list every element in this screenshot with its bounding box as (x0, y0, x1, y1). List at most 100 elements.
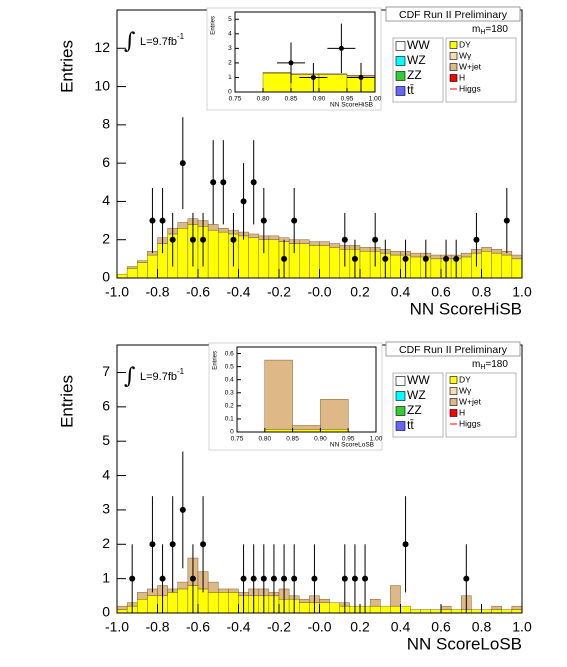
y-tick-label: 12 (94, 39, 110, 55)
y-tick-label: 0.2 (225, 403, 234, 410)
y-tick-label: 4 (102, 192, 110, 208)
histogram-bar (320, 399, 349, 430)
data-point (463, 575, 470, 582)
histogram-bar (299, 599, 310, 603)
title-box (385, 6, 521, 22)
histogram-bar (410, 609, 421, 614)
luminosity-label: L=9.7fb-1 (140, 32, 185, 48)
y-tick-label: 3 (102, 501, 110, 517)
histogram-bar (299, 239, 310, 244)
legend-swatch (449, 41, 458, 49)
x-tick-label: 0.95 (342, 436, 355, 443)
x-tick-label: 0.8 (472, 283, 492, 299)
x-tick-label: 0.85 (285, 96, 298, 103)
histogram-bar (501, 254, 513, 279)
y-tick-label: 4 (228, 31, 232, 38)
data-point (341, 575, 348, 582)
histogram-bar (430, 254, 442, 260)
histogram-bar (461, 256, 472, 279)
histogram-bar (491, 605, 502, 610)
data-point (270, 575, 277, 582)
histogram-bar (329, 602, 340, 614)
histogram-bar (268, 239, 280, 279)
histogram-bar (137, 599, 148, 614)
data-point (402, 541, 409, 548)
histogram-bar (511, 254, 523, 260)
histogram-bar (116, 605, 128, 610)
data-point (382, 255, 389, 262)
x-tick-label: 1.00 (370, 436, 383, 443)
legend-label: tt̄ (407, 83, 414, 97)
x-tick-label: 0.80 (257, 96, 270, 103)
histogram-bar (319, 599, 330, 603)
data-point (179, 506, 186, 513)
data-point (341, 236, 348, 243)
legend-swatch (449, 74, 458, 82)
x-tick-label: -1.0 (105, 618, 129, 634)
x-tick-label: -0.4 (226, 283, 250, 299)
data-point (200, 541, 207, 548)
x-tick-label: 0.75 (231, 436, 244, 443)
luminosity-sup: -1 (177, 32, 185, 41)
histogram-bar (410, 252, 421, 258)
y-tick-label: 2 (102, 230, 110, 246)
data-point (189, 236, 196, 243)
x-tick-label: 0.6 (431, 618, 451, 634)
legend-swatch (395, 56, 406, 66)
data-point (179, 160, 186, 167)
x-tick-label: -0.6 (186, 283, 210, 299)
mass-prefix: m (472, 24, 480, 35)
histogram-bar (329, 243, 340, 248)
legend-label: WZ (407, 53, 426, 67)
y-tick-label: 6 (102, 154, 110, 170)
histogram-bar (440, 609, 452, 614)
y-tick-label: 0.6 (225, 350, 234, 357)
x-tick-label: 0.6 (431, 283, 451, 299)
legend-label: DY (459, 39, 471, 49)
data-point (240, 198, 247, 205)
x-tick-label: 0.75 (229, 96, 242, 103)
x-tick-label: -0.8 (145, 283, 169, 299)
data-point (210, 179, 217, 186)
legend-label: Higgs (459, 83, 481, 93)
histogram-bar (177, 581, 189, 590)
histogram-bar (137, 260, 148, 263)
y-tick-label: 0.4 (225, 376, 234, 383)
histogram-bar (264, 359, 293, 430)
x-tick-label: 1.0 (512, 618, 532, 634)
histogram-bar (147, 254, 158, 279)
data-point (149, 217, 156, 224)
histogram-bar (262, 72, 292, 74)
histogram-bar (369, 599, 381, 607)
histogram-bar (369, 605, 381, 614)
plot-frame (236, 346, 377, 433)
histogram-bar (137, 592, 148, 600)
x-tick-label: -0.0 (307, 283, 331, 299)
data-point (402, 255, 409, 262)
legend-label: H (459, 72, 465, 82)
x-axis-title: NN ScoreHiSB (410, 299, 522, 318)
histogram-bar (481, 247, 492, 252)
inset-x-axis-title: NN ScoreLoSB (330, 442, 374, 449)
inset-y-axis-title: Entries (213, 351, 219, 370)
y-tick-label: 1 (102, 569, 110, 585)
legend-label: W+jet (459, 61, 482, 71)
luminosity-label: L=9.7fb-1 (140, 367, 185, 383)
x-tick-label: -0.6 (186, 618, 210, 634)
histogram-bar (491, 252, 502, 279)
histogram-bar (511, 258, 523, 279)
legend-label: WW (407, 373, 430, 387)
x-tick-label: -0.0 (307, 618, 331, 634)
histogram-bar (359, 247, 371, 252)
y-tick-label: 6 (102, 398, 110, 414)
histogram-bar (390, 585, 401, 607)
data-point (189, 575, 196, 582)
x-tick-label: 0.4 (391, 283, 411, 299)
y-tick-label: 10 (94, 77, 110, 93)
plot-frame (234, 11, 376, 93)
histogram-bar (440, 605, 452, 610)
y-axis-title: Entries (57, 40, 76, 93)
legend-box (445, 37, 517, 103)
legend-swatch (395, 86, 406, 96)
luminosity-sup: -1 (177, 367, 185, 376)
